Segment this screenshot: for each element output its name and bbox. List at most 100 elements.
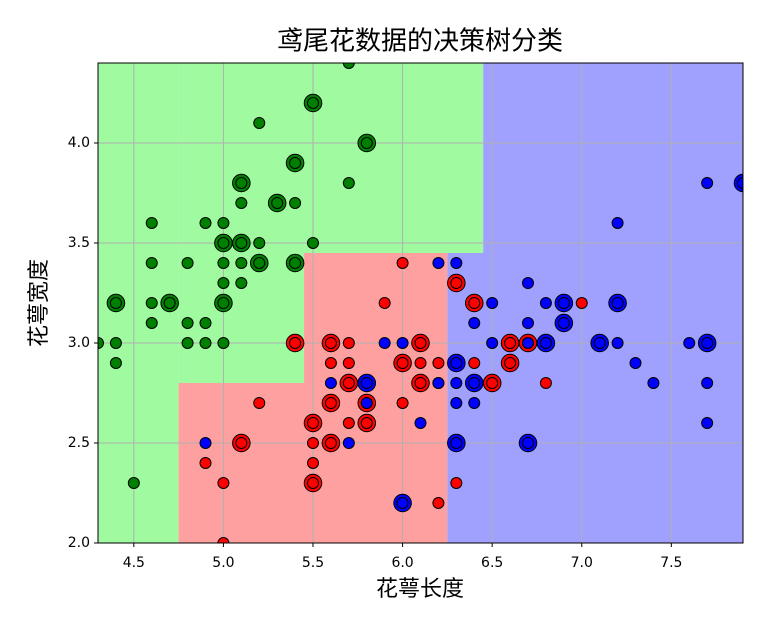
data-point-ring — [557, 317, 570, 329]
data-point — [450, 397, 463, 409]
data-point — [307, 437, 319, 449]
data-point — [590, 333, 609, 353]
data-point — [289, 197, 302, 209]
data-point — [486, 337, 499, 349]
data-point — [109, 337, 122, 349]
data-point — [393, 493, 412, 513]
data-point-ring — [289, 157, 302, 169]
data-point — [321, 433, 341, 453]
data-point-ring — [217, 297, 230, 309]
data-point — [611, 217, 624, 229]
data-point — [217, 477, 230, 489]
data-point-ring — [360, 137, 373, 149]
data-point — [500, 353, 520, 373]
data-point — [575, 297, 588, 309]
data-point — [285, 153, 305, 173]
data-point — [414, 357, 427, 369]
data-point — [432, 357, 445, 369]
data-point-ring — [235, 177, 248, 189]
data-point — [432, 257, 445, 269]
data-point — [411, 373, 430, 393]
data-point — [199, 337, 212, 349]
data-point — [378, 337, 391, 349]
data-point — [539, 297, 552, 309]
y-tick-label: 3.0 — [68, 335, 90, 351]
data-point — [500, 333, 520, 353]
x-tick-label: 7.5 — [660, 555, 682, 571]
decision-region — [304, 63, 484, 253]
data-point — [554, 293, 574, 313]
data-point — [181, 337, 194, 349]
data-point-ring — [235, 237, 248, 249]
data-point — [199, 457, 212, 469]
x-tick-label: 5.0 — [212, 555, 234, 571]
data-point-ring — [360, 377, 373, 389]
data-point — [249, 253, 269, 273]
data-point-ring — [593, 337, 606, 349]
data-point — [199, 317, 212, 329]
data-point — [342, 357, 355, 369]
data-point — [199, 437, 212, 449]
data-point — [160, 293, 179, 313]
x-tick-label: 7.0 — [571, 555, 593, 571]
data-point-ring — [450, 357, 463, 369]
data-point — [360, 397, 373, 409]
data-point — [378, 297, 391, 309]
data-point — [393, 353, 412, 373]
data-point — [217, 277, 230, 289]
data-point-ring — [109, 297, 122, 309]
data-point — [307, 237, 319, 249]
x-tick-label: 4.5 — [123, 555, 145, 571]
data-point-ring — [557, 297, 570, 309]
data-point — [539, 377, 552, 389]
data-point — [482, 373, 502, 393]
data-point-ring — [522, 437, 534, 449]
y-tick-label: 2.0 — [68, 535, 90, 551]
chart-title: 鸢尾花数据的决策树分类 — [277, 27, 563, 57]
data-point — [106, 293, 126, 313]
data-point — [235, 197, 248, 209]
data-point — [450, 377, 463, 389]
data-point — [303, 413, 323, 433]
data-point-ring — [504, 357, 517, 369]
data-point — [432, 377, 445, 389]
data-point — [303, 473, 323, 493]
data-point — [145, 317, 158, 329]
data-point — [145, 297, 158, 309]
data-point — [321, 393, 341, 413]
data-point — [464, 293, 484, 313]
data-point — [181, 317, 194, 329]
data-point — [217, 537, 230, 543]
data-point — [145, 257, 158, 269]
data-point — [468, 357, 481, 369]
data-point — [127, 477, 140, 489]
data-point-ring — [235, 437, 248, 449]
data-point-ring — [468, 377, 481, 389]
y-tick-label: 2.5 — [68, 435, 90, 451]
data-point — [447, 273, 466, 293]
data-point — [342, 337, 355, 349]
data-point-ring — [342, 377, 355, 389]
x-axis-label: 花萼长度 — [376, 577, 464, 602]
data-point — [339, 373, 359, 393]
data-point-ring — [289, 337, 302, 349]
data-point — [701, 417, 714, 429]
data-point — [697, 333, 717, 353]
data-point — [303, 93, 323, 113]
data-point-ring — [271, 197, 284, 209]
data-point — [214, 293, 233, 313]
data-point — [342, 63, 355, 69]
data-point — [199, 217, 212, 229]
data-point — [324, 357, 337, 369]
data-point-ring — [737, 177, 743, 189]
data-point — [450, 257, 463, 269]
data-point — [522, 317, 534, 329]
data-point — [285, 333, 305, 353]
data-point-ring — [504, 337, 517, 349]
data-point — [411, 333, 430, 353]
data-point — [447, 433, 466, 453]
data-point — [342, 437, 355, 449]
data-point-ring — [414, 377, 427, 389]
data-point — [396, 397, 409, 409]
